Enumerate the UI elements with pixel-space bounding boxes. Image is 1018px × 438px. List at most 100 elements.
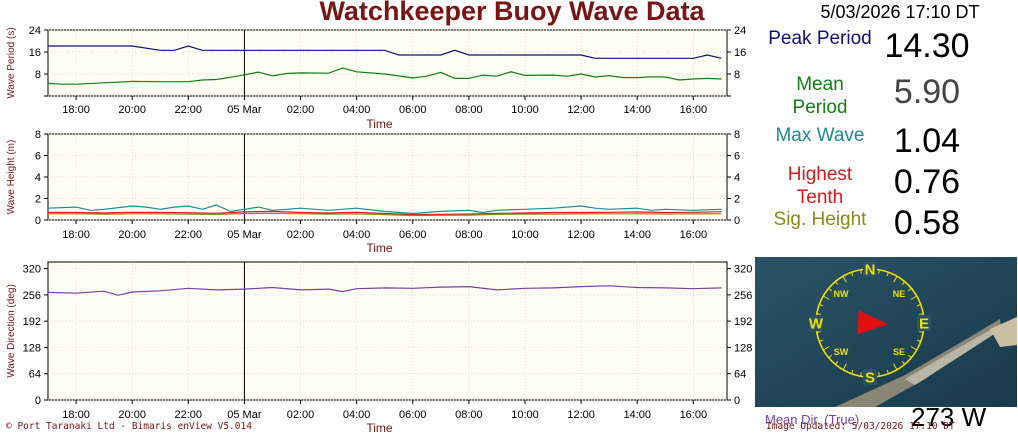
y-tick-label-right: 24 xyxy=(734,26,746,37)
max-wave-label: Max Wave xyxy=(775,125,865,146)
period-chart: 18:00 20:00 22:00 05 Mar 02:00 04:00 06:00 08:0… xyxy=(6,26,746,130)
compass-label-bg xyxy=(809,315,823,331)
mean-direction-label: Mean Dir. (True) xyxy=(765,412,860,427)
copyright-footer: © Port Taranaki Ltd - Bimaris enView V5.… xyxy=(6,421,252,432)
compass-tick xyxy=(851,369,854,374)
compass-label-e: E xyxy=(919,315,929,332)
compass-tick xyxy=(842,275,847,283)
x-tick-label: 16:00 xyxy=(680,229,708,241)
compass-label-n: N xyxy=(865,261,876,278)
wharf-shape xyxy=(905,327,999,385)
compass-tick xyxy=(910,295,918,300)
x-tick-label: 14:00 xyxy=(623,229,651,241)
plot-area xyxy=(47,29,728,97)
compass-tick xyxy=(886,272,889,277)
x-tick-label: 22:00 xyxy=(175,229,203,241)
x-tick-label: 22:00 xyxy=(175,104,203,116)
compass-tick xyxy=(860,269,862,274)
compass-label-sw: SW xyxy=(834,347,849,357)
x-tick-label: 18:00 xyxy=(62,409,90,421)
mean-period-value: 5.90 xyxy=(893,73,961,111)
sig-series-line xyxy=(48,212,722,217)
compass-photo: N NE E SE S SW W NW xyxy=(755,257,1017,407)
y-tick-label-left: 64 xyxy=(29,369,41,381)
y-tick-label-left: 16 xyxy=(29,47,41,59)
x-tick-label: 20:00 xyxy=(118,229,146,241)
direction-series-line xyxy=(47,285,722,296)
y-tick-label-left: 320 xyxy=(23,264,41,276)
compass-label-se: SE xyxy=(893,347,905,357)
x-tick-label: 08:00 xyxy=(455,104,483,116)
y-axis-title: Wave Period (s) xyxy=(6,27,17,98)
plot-area xyxy=(47,261,728,401)
compass-tick xyxy=(834,360,839,365)
x-tick-label: 12:00 xyxy=(567,104,595,116)
compass-tick xyxy=(822,346,830,351)
compass-tick xyxy=(878,372,880,377)
compass-tick xyxy=(819,339,824,342)
y-tick-label-right: 128 xyxy=(734,342,752,354)
compass-label-s: S xyxy=(865,369,875,386)
compass-label-bg xyxy=(917,315,931,331)
x-axis-title: Time xyxy=(366,117,393,130)
compass-label-bg xyxy=(863,369,877,385)
y-tick-label-right: 192 xyxy=(734,316,752,328)
x-tick-label: 12:00 xyxy=(567,229,595,241)
compass-tick xyxy=(828,287,833,292)
direction-chart: 18:00 20:00 22:00 05 Mar 02:00 04:00 06:00 08:0… xyxy=(6,261,752,435)
x-tick-label: 04:00 xyxy=(343,229,371,241)
y-tick-label-left: 4 xyxy=(35,172,41,184)
x-tick-label: 05 Mar xyxy=(227,409,262,421)
compass-tick xyxy=(901,281,906,286)
y-tick-label-right: 0 xyxy=(734,395,740,407)
y-tick-label-left: 128 xyxy=(23,342,41,354)
compass-label-ne: NE xyxy=(893,289,906,299)
x-tick-label: 02:00 xyxy=(287,104,315,116)
x-tick-label: 08:00 xyxy=(455,229,483,241)
x-tick-label: 14:00 xyxy=(623,409,651,421)
sig-height-value: 0.58 xyxy=(893,204,961,242)
x-tick-label: 05 Mar xyxy=(227,229,262,241)
y-tick-label-left: 6 xyxy=(35,151,41,163)
direction-arrow-icon xyxy=(857,310,888,335)
x-axis-title: Time xyxy=(366,241,393,254)
x-tick-label: 20:00 xyxy=(118,104,146,116)
y-axis-title: Wave Height (m) xyxy=(6,140,17,215)
compass-tick xyxy=(919,313,924,315)
max-series-line xyxy=(47,204,722,215)
y-tick-label-right: 256 xyxy=(734,290,752,302)
x-tick-label: 10:00 xyxy=(511,409,539,421)
x-tick-label: 05 Mar xyxy=(227,104,262,116)
x-tick-label: 10:00 xyxy=(511,229,539,241)
sea-background xyxy=(755,257,1017,407)
compass-tick xyxy=(878,269,880,274)
compass-tick xyxy=(901,360,906,365)
x-tick-label: 08:00 xyxy=(455,409,483,421)
x-tick-label: 12:00 xyxy=(567,409,595,421)
compass-tick xyxy=(842,363,847,371)
y-tick-label-left: 24 xyxy=(29,26,41,37)
page-title: Watchkeeper Buoy Wave Data xyxy=(319,0,705,26)
y-tick-label-right: 6 xyxy=(734,151,740,163)
compass-tick xyxy=(919,331,924,333)
compass-tick xyxy=(851,272,854,277)
compass-tick xyxy=(910,346,918,351)
compass-tick xyxy=(816,331,821,333)
timestamp: 5/03/2026 17:10 DT xyxy=(820,2,980,22)
y-tick-label-right: 2 xyxy=(734,194,740,206)
compass-tick xyxy=(860,372,862,377)
y-axis-title: Wave Direction (deg) xyxy=(6,284,17,378)
highest-tenth-label: Highest Tenth xyxy=(787,164,853,208)
mean-direction-value: 273 W xyxy=(911,402,987,432)
compass-tick xyxy=(822,295,830,300)
compass-tick xyxy=(916,339,921,342)
x-tick-label: 22:00 xyxy=(175,409,203,421)
compass-tick xyxy=(916,304,921,307)
x-tick-label: 14:00 xyxy=(623,104,651,116)
compass-tick xyxy=(907,287,912,292)
x-tick-label: 18:00 xyxy=(62,229,90,241)
x-tick-label: 02:00 xyxy=(287,229,315,241)
y-tick-label-right: 16 xyxy=(734,47,746,59)
highest-tenth-value: 0.76 xyxy=(893,163,961,201)
y-tick-label-left: 192 xyxy=(23,316,41,328)
